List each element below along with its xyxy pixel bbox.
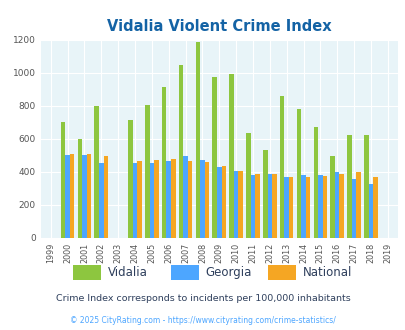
Text: National: National: [302, 266, 351, 279]
Bar: [82, 155, 87, 238]
Bar: [103, 156, 108, 238]
Bar: [166, 161, 171, 238]
Bar: [188, 161, 192, 238]
Bar: [346, 135, 351, 238]
Bar: [267, 174, 271, 238]
Bar: [162, 87, 166, 238]
Bar: [171, 159, 175, 238]
Bar: [301, 175, 305, 238]
Bar: [99, 163, 103, 238]
Bar: [145, 105, 149, 238]
Bar: [128, 120, 132, 238]
Bar: [356, 172, 360, 238]
Bar: [200, 160, 204, 238]
Bar: [339, 174, 343, 238]
Bar: [61, 122, 65, 238]
Bar: [262, 150, 267, 238]
Bar: [334, 172, 339, 238]
Bar: [221, 166, 226, 238]
Bar: [313, 127, 317, 238]
Text: © 2025 CityRating.com - https://www.cityrating.com/crime-statistics/: © 2025 CityRating.com - https://www.city…: [70, 315, 335, 325]
Title: Vidalia Violent Crime Index: Vidalia Violent Crime Index: [107, 19, 331, 34]
Bar: [368, 184, 372, 238]
Bar: [204, 162, 209, 238]
Bar: [87, 154, 91, 238]
Bar: [372, 177, 377, 238]
Bar: [322, 176, 326, 238]
Bar: [284, 178, 288, 238]
Bar: [255, 174, 259, 238]
Bar: [279, 96, 283, 238]
Bar: [137, 161, 141, 238]
Bar: [229, 74, 233, 238]
Text: Georgia: Georgia: [205, 266, 251, 279]
Bar: [183, 156, 188, 238]
Bar: [77, 139, 82, 238]
Bar: [94, 106, 99, 238]
Bar: [238, 171, 242, 238]
Bar: [216, 167, 221, 238]
Bar: [245, 133, 250, 238]
Bar: [271, 174, 276, 238]
Text: Crime Index corresponds to incidents per 100,000 inhabitants: Crime Index corresponds to incidents per…: [55, 294, 350, 303]
Bar: [288, 177, 293, 238]
Bar: [195, 42, 200, 238]
Bar: [250, 175, 255, 238]
Bar: [154, 160, 158, 238]
Bar: [132, 163, 137, 238]
Bar: [233, 171, 238, 238]
Bar: [178, 65, 183, 238]
Text: Vidalia: Vidalia: [107, 266, 147, 279]
Bar: [317, 175, 322, 238]
Bar: [65, 155, 70, 238]
Bar: [351, 179, 356, 238]
Bar: [149, 163, 154, 238]
Bar: [330, 156, 334, 238]
Bar: [296, 109, 301, 238]
Bar: [305, 177, 309, 238]
Bar: [212, 77, 216, 238]
Bar: [363, 135, 368, 238]
Bar: [70, 154, 74, 238]
